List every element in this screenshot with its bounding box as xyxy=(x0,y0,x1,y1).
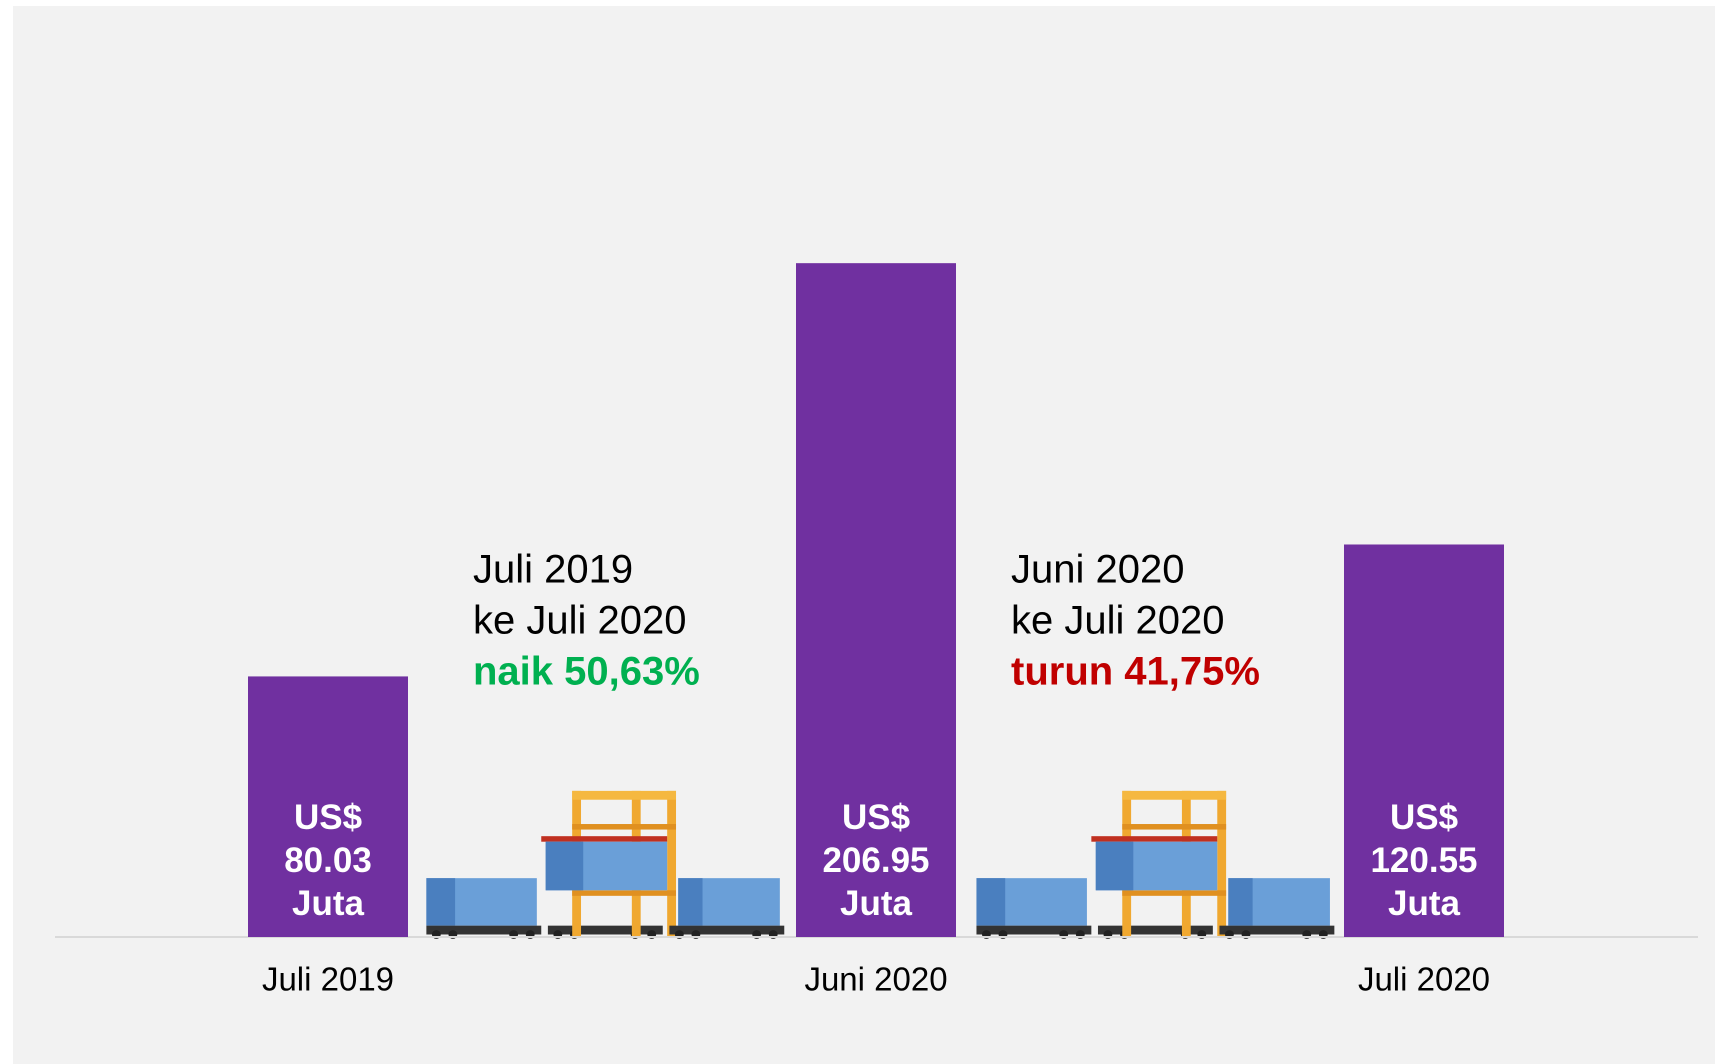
value-label: US$ 120.55 Juta xyxy=(1370,798,1477,923)
annotation-highlight: naik 50,63% xyxy=(473,650,700,694)
bar xyxy=(1344,544,1504,937)
annotation-text: Juli 2019 xyxy=(473,548,633,592)
annotation-text: Juni 2020 xyxy=(1011,548,1184,592)
annotation-highlight: turun 41,75% xyxy=(1011,650,1260,694)
value-label: US$ 206.95 Juta xyxy=(822,798,929,923)
x-tick-label: Juli 2019 xyxy=(262,961,394,998)
bar xyxy=(796,263,956,938)
annotation-text: ke Juli 2020 xyxy=(473,599,686,643)
bar xyxy=(248,676,408,937)
annotation-text: ke Juli 2020 xyxy=(1011,599,1224,643)
value-label: US$ 80.03 Juta xyxy=(284,798,372,923)
x-tick-label: Juli 2020 xyxy=(1358,961,1490,998)
x-tick-label: Juni 2020 xyxy=(804,961,947,998)
